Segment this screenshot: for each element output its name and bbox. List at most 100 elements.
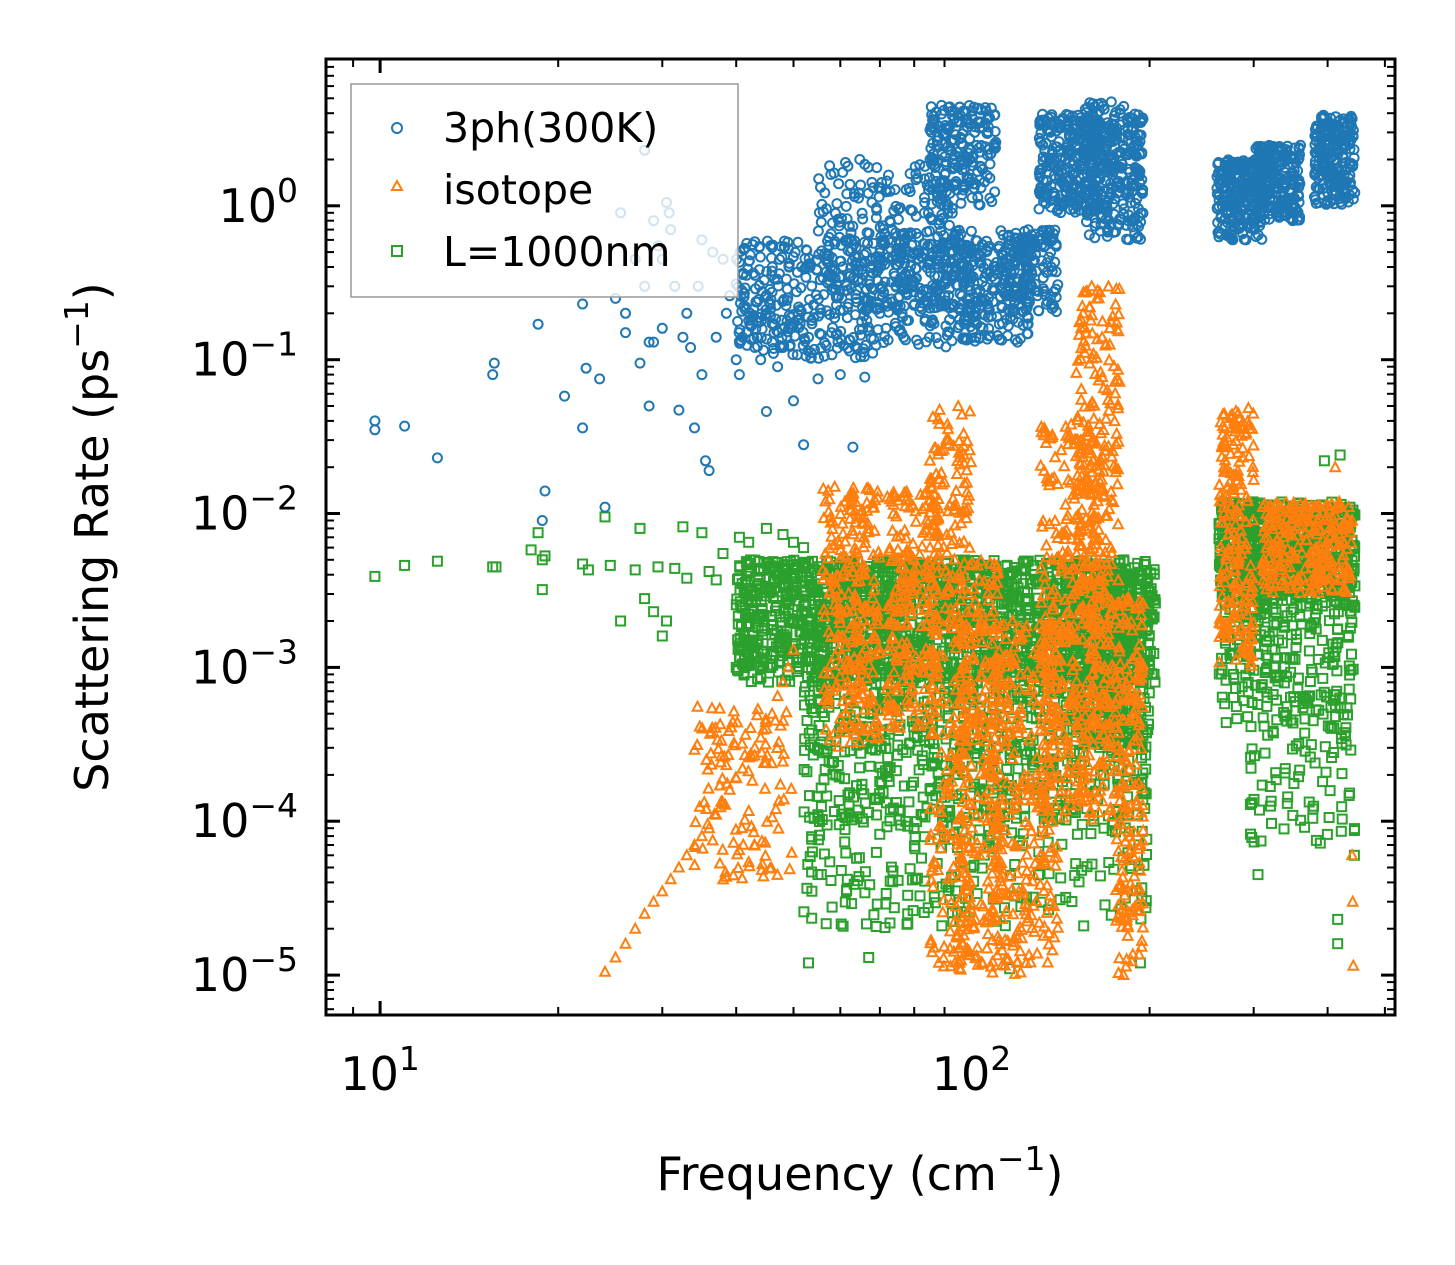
point-boundary-39	[863, 952, 875, 963]
point-boundary-1640	[1001, 595, 1013, 607]
point-boundary-13	[604, 559, 616, 571]
data-marks	[369, 96, 1361, 980]
point-boundary-1729	[1028, 569, 1040, 580]
point-boundary-32	[760, 522, 772, 534]
point-boundary-4	[490, 561, 502, 573]
point-boundary-1607	[734, 637, 746, 649]
point-boundary-51	[1318, 455, 1330, 467]
point-boundary-808	[952, 554, 964, 566]
point-boundary-11	[582, 564, 594, 576]
point-boundary-1664	[1018, 555, 1030, 567]
point-boundary-45	[1252, 869, 1264, 881]
point-boundary-36	[798, 542, 810, 554]
point-boundary-14	[615, 615, 627, 627]
point-boundary-1691	[816, 631, 827, 643]
point-boundary-1638	[998, 598, 1010, 610]
point-boundary-1618	[979, 651, 991, 663]
point-boundary-616	[752, 673, 764, 685]
point-boundary-1738	[816, 654, 828, 666]
point-boundary-47	[1332, 938, 1344, 950]
point-boundary-1672	[754, 608, 766, 620]
point-boundary-8	[536, 584, 548, 596]
point-boundary-1523	[785, 590, 797, 602]
point-boundary-1409	[779, 559, 790, 571]
point-boundary-1410	[784, 556, 796, 568]
point-boundary-1675	[756, 625, 768, 637]
point-boundary-50	[1334, 449, 1346, 461]
point-boundary-1731	[787, 589, 799, 601]
point-boundary-10	[577, 558, 589, 570]
point-boundary-1513	[1145, 583, 1157, 595]
point-boundary-19	[652, 561, 664, 573]
point-boundary-24	[681, 572, 693, 584]
point-boundary-1572	[762, 662, 774, 673]
point-boundary-1742	[1061, 578, 1073, 590]
point-boundary-1669	[744, 612, 756, 623]
point-boundary-1602	[911, 636, 923, 648]
point-boundary-1	[399, 559, 411, 571]
point-boundary-5	[525, 544, 537, 556]
point-boundary-34	[777, 529, 789, 540]
point-boundary-1567	[730, 599, 742, 611]
point-boundary-1487	[1114, 557, 1126, 569]
point-boundary-1213	[1139, 556, 1151, 567]
point-boundary-6	[532, 527, 544, 539]
point-boundary-28	[717, 548, 729, 559]
point-boundary-1526	[798, 600, 810, 612]
point-boundary-1639	[791, 617, 803, 629]
point-boundary-1643	[1132, 557, 1144, 569]
point-boundary-892	[1018, 562, 1030, 574]
point-boundary-22	[669, 562, 681, 574]
point-boundary-1242	[1017, 577, 1029, 589]
point-boundary-25	[696, 527, 708, 539]
point-boundary-1606	[804, 637, 816, 649]
point-boundary-0	[369, 570, 381, 582]
point-boundary-23	[677, 521, 689, 533]
point-boundary-1655	[760, 590, 772, 602]
point-boundary-9	[539, 550, 551, 562]
point-boundary-1717	[761, 648, 773, 660]
point-boundary-1086	[752, 578, 764, 590]
point-boundary-21	[661, 615, 672, 627]
point-boundary-1416	[753, 564, 765, 576]
point-boundary-1064	[741, 559, 753, 570]
point-boundary-38	[803, 957, 814, 969]
point-boundary-1419	[1144, 646, 1156, 657]
point-boundary-35	[788, 536, 799, 548]
point-boundary-1726	[759, 622, 771, 634]
point-boundary-1709	[739, 649, 751, 661]
point-boundary-962	[745, 676, 757, 687]
point-boundary-993	[763, 676, 774, 688]
point-boundary-18	[648, 606, 660, 618]
point-boundary-20	[656, 630, 668, 642]
point-boundary-1714	[739, 577, 751, 589]
point-boundary-1658	[872, 561, 884, 573]
point-boundary-1469	[742, 566, 754, 578]
point-boundary-1486	[1019, 593, 1031, 605]
point-boundary-1425	[806, 607, 818, 619]
point-boundary-2	[431, 555, 443, 567]
point-boundary-1651	[799, 561, 810, 572]
point-boundary-1928	[890, 765, 902, 777]
point-boundary-1620	[741, 646, 753, 658]
point-boundary-1617	[1014, 603, 1026, 615]
point-boundary-1309	[1146, 609, 1158, 621]
point-boundary-1452	[812, 595, 824, 607]
point-boundary-1533	[1021, 605, 1033, 617]
point-boundary-31	[743, 536, 755, 548]
point-boundary-1555	[801, 571, 813, 583]
point-boundary-1676	[1019, 585, 1031, 597]
point-boundary-1688	[804, 629, 816, 641]
point-boundary-15	[629, 564, 641, 576]
point-boundary-27	[710, 574, 722, 586]
point-boundary-1454	[877, 594, 889, 606]
point-boundary-1515	[798, 584, 810, 596]
point-boundary-1694	[1029, 612, 1041, 624]
point-boundary-17	[639, 593, 651, 605]
point-boundary-1728	[912, 630, 924, 642]
point-boundary-41	[902, 889, 914, 901]
point-boundary-1744	[746, 595, 758, 607]
point-boundary-1642	[755, 562, 767, 574]
point-boundary-1302	[811, 585, 823, 596]
